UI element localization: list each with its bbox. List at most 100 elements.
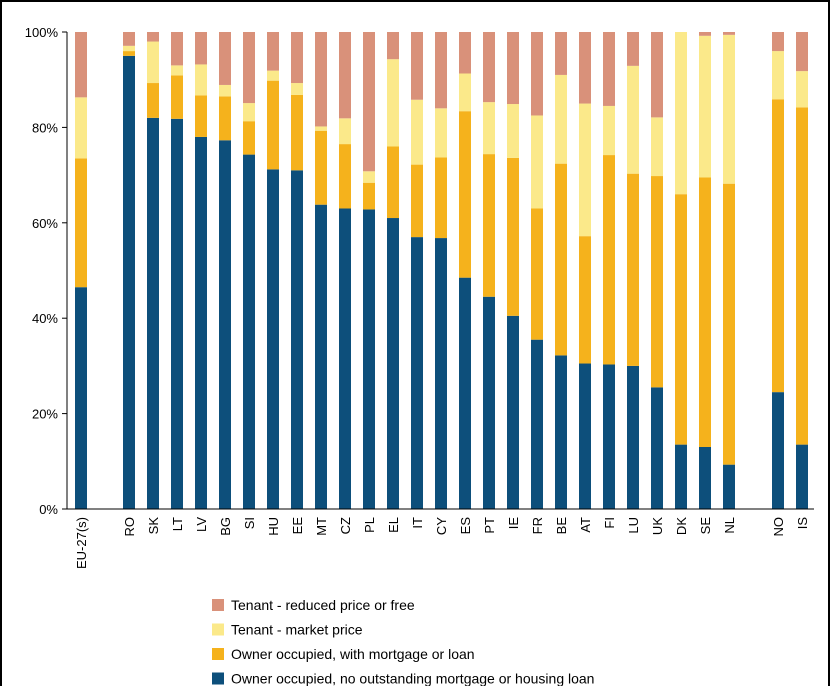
bar-segment xyxy=(243,103,255,122)
bar-segment xyxy=(507,315,519,509)
x-tick-label: UK xyxy=(650,517,665,535)
bar-segment xyxy=(387,32,399,60)
bar-segment xyxy=(435,108,447,158)
bar-segment xyxy=(555,32,567,75)
x-tick-label: HU xyxy=(266,517,281,536)
bar-segment xyxy=(796,71,808,108)
bar-segment xyxy=(195,95,207,137)
bar-segment xyxy=(603,155,615,365)
bar-segment xyxy=(483,32,495,103)
bar-segment xyxy=(796,107,808,445)
bar-segment xyxy=(219,84,231,97)
bar-segment xyxy=(291,83,303,95)
bar-segment xyxy=(435,238,447,509)
bar-segment xyxy=(339,208,351,510)
y-tick-label: 20% xyxy=(32,407,58,422)
x-tick-label: MT xyxy=(314,517,329,536)
legend-swatch xyxy=(212,648,224,660)
bar-segment xyxy=(579,236,591,364)
bar-segment xyxy=(483,154,495,297)
bar-segment xyxy=(627,65,639,174)
x-tick-label: RO xyxy=(122,517,137,537)
bar-segment xyxy=(387,146,399,219)
bar-segment xyxy=(627,365,639,509)
bar-segment xyxy=(315,32,327,127)
bar-segment xyxy=(507,104,519,158)
bar-segment xyxy=(699,35,711,178)
bar-segment xyxy=(411,164,423,238)
bar-segment xyxy=(195,64,207,96)
bar-segment xyxy=(627,173,639,366)
bar-segment xyxy=(123,51,135,56)
bar-segment xyxy=(171,118,183,510)
x-tick-label: ES xyxy=(458,517,473,535)
bar-segment xyxy=(219,140,231,510)
bar-segment xyxy=(147,83,159,118)
bar-segment xyxy=(603,364,615,509)
x-tick-label: LV xyxy=(194,517,209,532)
bar-segment xyxy=(603,105,615,156)
bar-segment xyxy=(651,117,663,177)
bar-segment xyxy=(772,32,784,52)
bar-segment xyxy=(772,392,784,509)
x-tick-label: EL xyxy=(386,517,401,533)
x-tick-label: BG xyxy=(218,517,233,536)
bar-segment xyxy=(555,355,567,509)
bar-segment xyxy=(699,32,711,36)
bar-segment xyxy=(651,387,663,509)
bar-segment xyxy=(459,32,471,74)
bar-segment xyxy=(723,34,735,184)
x-tick-label: SE xyxy=(698,517,713,535)
bar-segment xyxy=(171,75,183,119)
bar-segment xyxy=(195,136,207,509)
bar-segment xyxy=(171,32,183,66)
bar-segment xyxy=(507,32,519,105)
bar-segment xyxy=(315,126,327,131)
bar-segment xyxy=(363,209,375,509)
bar-segment xyxy=(291,170,303,509)
bar-segment xyxy=(243,121,255,155)
x-tick-label: BE xyxy=(554,517,569,535)
bar-segment xyxy=(291,94,303,171)
bar-segment xyxy=(339,144,351,209)
bar-segment xyxy=(531,32,543,116)
x-tick-label: CZ xyxy=(338,517,353,534)
x-tick-label: IE xyxy=(506,517,521,530)
bar-segment xyxy=(243,154,255,510)
x-tick-label: IS xyxy=(795,517,810,530)
bar-segment xyxy=(651,176,663,388)
legend-swatch xyxy=(212,672,224,685)
bar-segment xyxy=(219,32,231,85)
x-tick-label: PT xyxy=(482,517,497,534)
bar-segment xyxy=(579,103,591,237)
bar-segment xyxy=(75,32,87,98)
bar-segment xyxy=(291,32,303,84)
bar-segment xyxy=(555,74,567,164)
bar-segment xyxy=(435,157,447,239)
bar-segment xyxy=(339,118,351,145)
bar-segment xyxy=(411,237,423,510)
y-tick-label: 0% xyxy=(39,502,58,517)
x-tick-label: EE xyxy=(290,517,305,535)
bar-segment xyxy=(411,32,423,100)
bar-segment xyxy=(243,32,255,104)
bar-segment xyxy=(675,32,687,195)
bar-segment xyxy=(603,32,615,106)
legend-swatch xyxy=(212,623,224,636)
x-tick-label: SI xyxy=(242,517,257,529)
bar-segment xyxy=(363,32,375,172)
bar-segment xyxy=(627,32,639,66)
bar-segment xyxy=(772,99,784,393)
y-tick-label: 40% xyxy=(32,311,58,326)
bar-segment xyxy=(267,80,279,170)
y-tick-label: 60% xyxy=(32,216,58,231)
bar-segment xyxy=(531,115,543,209)
bar-segment xyxy=(459,73,471,112)
bar-segment xyxy=(123,55,135,509)
bar-segment xyxy=(147,117,159,510)
x-tick-label: SK xyxy=(146,517,161,535)
bar-segment xyxy=(531,208,543,340)
bar-segment xyxy=(723,464,735,509)
y-tick-label: 80% xyxy=(32,120,58,135)
